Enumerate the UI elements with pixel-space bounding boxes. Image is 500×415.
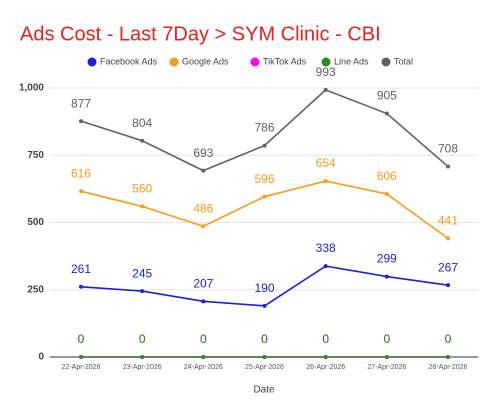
data-label: 560 (132, 182, 152, 196)
data-point (323, 179, 328, 184)
data-label: 708 (438, 142, 458, 156)
data-label: 693 (193, 146, 213, 160)
data-point (201, 224, 206, 229)
data-label: 0 (261, 332, 268, 346)
data-point (79, 189, 83, 194)
legend-label: Total (394, 56, 413, 66)
data-label: 0 (322, 332, 329, 346)
data-label: 338 (316, 241, 336, 255)
x-tick-label: 26-Apr-2026 (306, 364, 345, 371)
legend-label: TikTok Ads (263, 56, 307, 66)
legend-label: Google Ads (182, 56, 229, 66)
data-point (262, 355, 267, 359)
x-tick-label: 28-Apr-2026 (429, 364, 468, 371)
data-point (446, 236, 450, 241)
legend-marker (381, 57, 391, 67)
data-label: 0 (200, 332, 207, 346)
data-label: 441 (438, 214, 458, 228)
chart-title: Ads Cost - Last 7Day > SYM Clinic - CBI (20, 23, 381, 45)
data-point (446, 283, 450, 288)
x-tick-label: 23-Apr-2026 (123, 364, 162, 371)
data-label: 0 (445, 332, 452, 346)
data-point (384, 191, 389, 196)
y-tick-label: 750 (27, 150, 44, 161)
data-label: 606 (377, 169, 397, 183)
data-label: 654 (316, 156, 336, 170)
x-tick-label: 25-Apr-2026 (245, 364, 284, 371)
legend-marker (87, 57, 97, 67)
data-label: 190 (254, 281, 274, 295)
y-tick-label: 250 (27, 284, 44, 295)
data-label: 261 (71, 262, 91, 276)
data-label: 0 (139, 332, 146, 346)
data-label: 993 (316, 65, 336, 79)
data-point (323, 264, 328, 269)
data-point (140, 355, 145, 359)
data-label: 267 (438, 260, 458, 274)
data-point (140, 138, 145, 143)
data-label: 486 (193, 201, 213, 215)
data-point (323, 87, 328, 92)
data-point (262, 143, 267, 148)
data-point (201, 299, 206, 304)
data-point (384, 111, 389, 116)
y-tick-label: 1,000 (19, 83, 44, 94)
legend-marker (250, 57, 260, 67)
data-point (201, 355, 206, 359)
data-label: 0 (78, 332, 85, 346)
data-label: 0 (139, 332, 146, 346)
legend-marker (169, 57, 179, 67)
data-label: 616 (71, 166, 91, 180)
data-point (446, 164, 450, 169)
data-label: 877 (71, 96, 91, 110)
data-label: 0 (445, 332, 452, 346)
data-point (79, 119, 83, 124)
data-label: 0 (261, 332, 268, 346)
data-label: 299 (377, 252, 397, 266)
data-point (384, 274, 389, 279)
x-tick-label: 27-Apr-2026 (367, 364, 406, 371)
data-label: 0 (383, 332, 390, 346)
data-point (384, 355, 389, 359)
legend-label: Facebook Ads (100, 56, 158, 66)
data-label: 0 (200, 332, 207, 346)
x-tick-label: 24-Apr-2026 (184, 364, 223, 371)
data-point (140, 204, 145, 209)
x-axis-label: Date (253, 385, 275, 396)
data-point (79, 355, 83, 359)
data-label: 0 (78, 332, 85, 346)
data-label: 596 (254, 172, 274, 186)
data-label: 804 (132, 116, 152, 130)
data-label: 786 (254, 121, 274, 135)
data-label: 207 (193, 276, 213, 290)
data-point (262, 194, 267, 199)
data-label: 245 (132, 266, 152, 280)
data-point (323, 355, 328, 359)
data-label: 0 (383, 332, 390, 346)
data-point (201, 168, 206, 173)
y-tick-label: 500 (27, 217, 44, 228)
y-tick-label: 0 (38, 352, 44, 363)
x-tick-label: 22-Apr-2026 (62, 364, 101, 371)
legend-marker (321, 57, 331, 67)
data-point (140, 289, 145, 294)
data-point (446, 355, 450, 359)
legend-label: Line Ads (334, 56, 369, 66)
data-label: 905 (377, 89, 397, 103)
data-point (79, 284, 83, 289)
data-point (262, 303, 267, 308)
data-label: 0 (322, 332, 329, 346)
